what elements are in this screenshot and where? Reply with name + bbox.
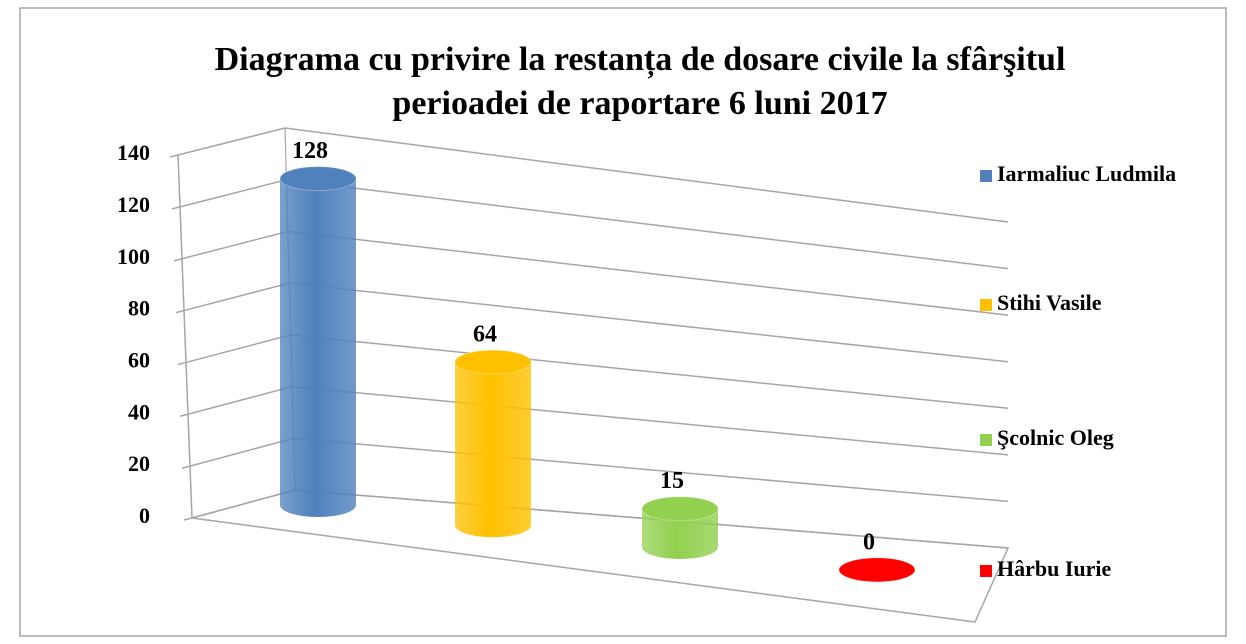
bar	[838, 557, 916, 583]
y-tick	[175, 309, 185, 314]
y-tick	[181, 465, 191, 469]
y-tick-label: 20	[128, 451, 150, 476]
y-tick-label: 40	[128, 399, 150, 424]
y-tick	[179, 413, 189, 418]
bar-body	[642, 508, 718, 559]
y-tick	[177, 361, 187, 366]
y-tick-label: 0	[139, 503, 150, 528]
y-tick	[173, 257, 183, 262]
bar-top	[641, 496, 719, 522]
bar	[641, 496, 719, 559]
y-tick	[171, 206, 181, 210]
legend-label: Hârbu Iurie	[997, 556, 1112, 581]
grid-line	[177, 127, 1009, 223]
y-tick	[169, 154, 179, 158]
y-axis	[177, 154, 193, 519]
bar-top	[279, 166, 357, 192]
legend-swatch	[980, 434, 992, 446]
y-tick-label: 80	[128, 296, 150, 321]
legend-label: Şcolnic Oleg	[997, 425, 1114, 450]
bar	[454, 349, 532, 538]
y-tick-label: 60	[128, 347, 150, 372]
value-label: 64	[473, 322, 497, 348]
chart-frame	[19, 7, 1227, 637]
bar-top	[454, 349, 532, 375]
y-tick-label: 120	[117, 192, 150, 217]
value-label: 0	[863, 529, 875, 555]
y-tick-label: 100	[117, 244, 150, 269]
value-label: 128	[292, 138, 328, 164]
y-tick-label: 140	[117, 140, 150, 165]
legend-label: Iarmaliuc Ludmila	[997, 161, 1176, 186]
chart-title: Diagrama cu privire la restanța de dosar…	[214, 41, 1066, 122]
y-tick	[183, 517, 193, 521]
bar-body	[455, 362, 531, 538]
bar	[279, 166, 357, 517]
legend-swatch	[980, 299, 992, 311]
legend-swatch	[980, 170, 992, 182]
legend-label: Stihi Vasile	[997, 290, 1102, 315]
bar-top	[838, 557, 916, 583]
legend-swatch	[980, 565, 992, 577]
bar-body	[280, 178, 356, 517]
value-label: 15	[660, 468, 684, 494]
